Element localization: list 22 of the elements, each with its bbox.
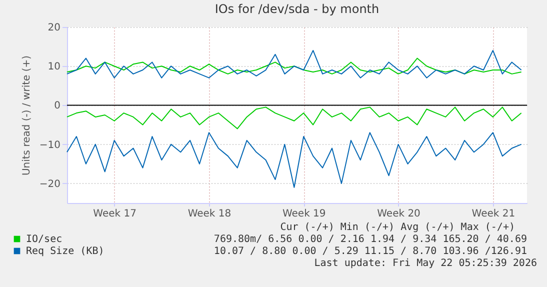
chart-title: IOs for /dev/sda - by month (214, 2, 380, 16)
text: Last update: Fri May 22 05:25:39 2026 (314, 258, 537, 269)
legend-label: IO/sec (26, 234, 62, 245)
text: 769.80m/ 6.56 0.00 / 2.16 1.94 / 9.34 165.20 / 40.69 (214, 234, 527, 245)
line-series (66, 50, 522, 78)
line-series (66, 58, 522, 74)
y-tick-label: 0 (54, 100, 60, 112)
y-tick-label: 10 (48, 62, 60, 73)
y-axis-title: Units read (-) / write (+) (21, 55, 32, 176)
x-tick-label: Week 19 (282, 208, 326, 220)
text: Cur (-/+) Min (-/+) Avg (-/+) Max (-/+) (280, 222, 515, 233)
x-tick-label: Week 21 (472, 208, 516, 220)
x-tick-label: Week 17 (93, 208, 136, 220)
line-series (66, 106, 522, 130)
text: 10.07 / 8.80 0.00 / 5.29 11.15 / 8.70 103.96 /126.91 (214, 246, 527, 257)
y-tick-label: −10 (39, 140, 60, 151)
y-tick-label: −20 (39, 178, 60, 190)
line-series (66, 132, 522, 188)
y-tick-label: 20 (48, 22, 60, 34)
x-tick-label: Week 20 (377, 208, 420, 220)
x-tick-label: Week 18 (188, 208, 232, 220)
legend-label: Req Size (KB) (26, 246, 104, 257)
